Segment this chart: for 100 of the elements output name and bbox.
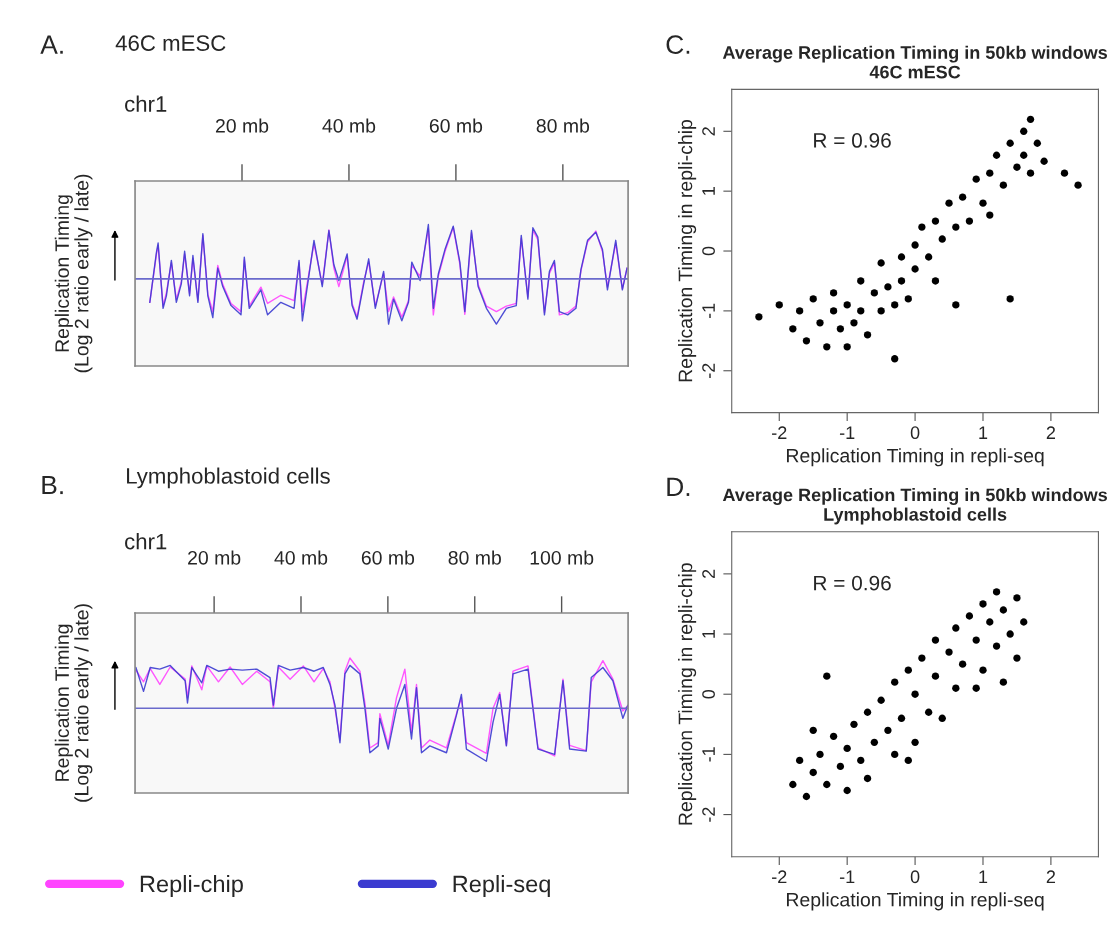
point <box>843 744 851 753</box>
point <box>1020 127 1028 135</box>
x-tick-label: 60 mb <box>361 550 415 565</box>
x-tick-label: -2 <box>772 870 787 883</box>
point <box>877 696 885 704</box>
point <box>1020 151 1028 159</box>
text: B. <box>42 475 63 495</box>
point <box>809 295 817 303</box>
point <box>891 301 899 309</box>
point <box>863 708 872 716</box>
point <box>938 714 946 722</box>
y-tick-label: -1 <box>702 303 715 319</box>
point <box>809 726 817 734</box>
x-tick-label: 1 <box>979 426 988 439</box>
point <box>857 756 865 765</box>
y-tick-label: -1 <box>702 747 715 762</box>
chart-title: Average Replication Timing in 50kb windows <box>722 488 1107 505</box>
x-tick-label: 80 mb <box>448 550 501 565</box>
point <box>884 726 892 734</box>
point <box>870 738 879 747</box>
point <box>938 235 946 243</box>
x-tick-label: -2 <box>772 426 787 439</box>
y-tick-label: 0 <box>702 246 715 256</box>
point <box>958 193 967 201</box>
point <box>836 762 845 771</box>
point <box>911 241 919 249</box>
point <box>904 295 912 303</box>
point <box>904 666 912 674</box>
point <box>1074 181 1082 189</box>
chart-subtitle: Lymphoblastoid cells <box>824 507 1007 525</box>
point <box>823 672 831 680</box>
legend-label: Repli-chip <box>140 875 243 898</box>
point <box>945 199 953 207</box>
point <box>829 732 838 741</box>
point <box>1060 169 1069 177</box>
point <box>931 672 940 680</box>
point <box>802 337 811 345</box>
point <box>795 307 804 315</box>
x-tick-label: 40 mb <box>322 118 376 133</box>
point <box>863 774 872 783</box>
x-tick-label: 0 <box>910 426 920 440</box>
point <box>891 750 899 759</box>
annotation: R = 0.96 <box>814 133 891 148</box>
point <box>789 780 797 789</box>
point <box>1013 163 1021 171</box>
point <box>775 301 783 309</box>
point <box>843 343 851 351</box>
point <box>1040 157 1048 165</box>
point <box>829 307 838 315</box>
point <box>1013 594 1021 602</box>
point <box>857 277 865 285</box>
point <box>1020 618 1028 626</box>
point <box>918 223 926 231</box>
point <box>857 307 865 315</box>
point <box>945 648 953 656</box>
y-tick-label: 1 <box>702 187 715 195</box>
x-axis-title: Replication Timing in repli-seq <box>787 448 1044 467</box>
x-tick-label: 60 mb <box>429 118 483 133</box>
x-tick-label: 40 mb <box>274 550 328 565</box>
point <box>1013 654 1021 662</box>
point <box>952 624 960 632</box>
point <box>823 780 831 789</box>
point <box>789 325 797 333</box>
point <box>992 642 1001 650</box>
point <box>952 223 960 231</box>
point <box>891 355 899 363</box>
point <box>972 175 980 183</box>
point <box>897 253 906 261</box>
point <box>931 217 940 225</box>
point <box>931 277 940 285</box>
point <box>877 307 885 315</box>
text: C. <box>666 35 690 54</box>
point <box>816 319 824 327</box>
point <box>965 612 974 620</box>
point <box>979 600 987 608</box>
point <box>918 654 926 662</box>
point <box>897 714 906 722</box>
point <box>1026 115 1035 123</box>
point <box>999 606 1008 614</box>
legend-label: Repli-seq <box>453 875 550 898</box>
x-axis-title: Replication Timing in repli-seq <box>787 892 1044 911</box>
y-tick-label: 1 <box>702 629 715 638</box>
point <box>965 217 974 225</box>
point <box>1006 630 1014 638</box>
x-tick-label: 0 <box>910 870 920 884</box>
point <box>795 756 804 765</box>
point <box>809 768 817 777</box>
point <box>931 636 940 644</box>
x-tick-label: 100 mb <box>530 550 594 565</box>
point <box>979 666 987 674</box>
x-tick-label: 2 <box>1046 426 1056 439</box>
x-tick-label: 1 <box>979 870 988 883</box>
point <box>972 636 980 644</box>
y-tick-label: -2 <box>702 807 715 822</box>
point <box>986 618 994 626</box>
point <box>924 253 933 261</box>
point <box>911 690 919 698</box>
point <box>972 684 980 692</box>
text: A. <box>40 35 63 54</box>
point <box>1026 169 1035 177</box>
